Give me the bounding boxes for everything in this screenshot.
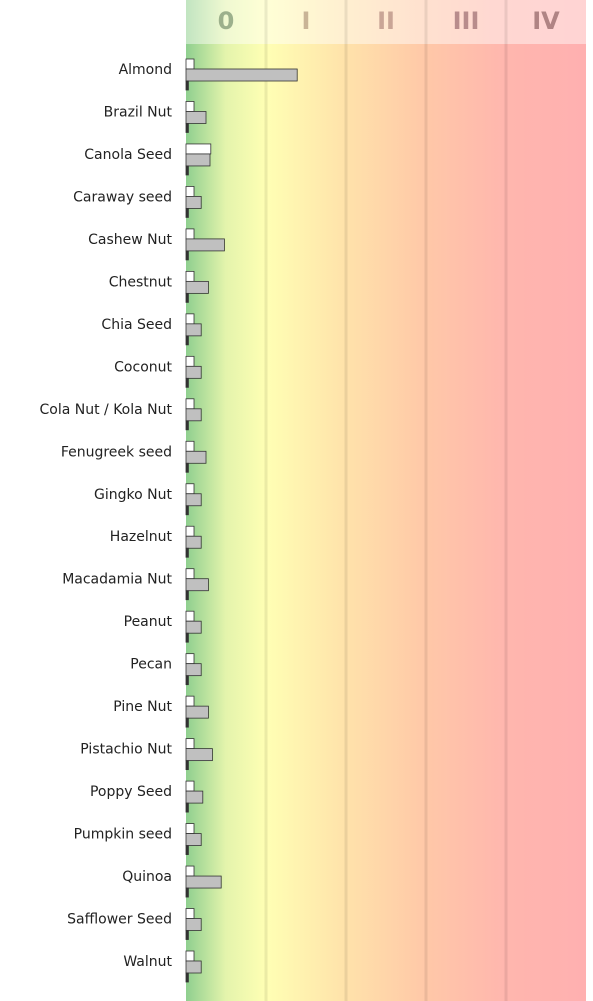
category-label: Hazelnut bbox=[110, 529, 173, 545]
x-tick-label: II bbox=[377, 7, 395, 35]
bar bbox=[185, 705, 209, 719]
bar bbox=[185, 58, 195, 70]
header-band bbox=[186, 0, 586, 44]
bar bbox=[185, 972, 189, 983]
bar bbox=[185, 505, 189, 516]
category-label: Safflower Seed bbox=[67, 912, 172, 928]
bar bbox=[185, 123, 189, 133]
bar bbox=[185, 865, 195, 877]
bar bbox=[185, 887, 189, 898]
bar bbox=[185, 165, 189, 176]
bar bbox=[185, 80, 189, 91]
category-label: Pistachio Nut bbox=[80, 742, 172, 758]
bar bbox=[185, 355, 195, 367]
bar bbox=[185, 610, 195, 622]
bar bbox=[185, 323, 202, 337]
bar bbox=[185, 186, 195, 197]
bar bbox=[185, 960, 202, 974]
category-label: Macadamia Nut bbox=[62, 572, 172, 588]
category-label: Caraway seed bbox=[73, 189, 172, 205]
bar bbox=[185, 663, 202, 677]
bar bbox=[185, 365, 202, 379]
bar bbox=[185, 68, 298, 82]
bar bbox=[185, 930, 189, 940]
bar bbox=[185, 143, 212, 155]
bar bbox=[185, 908, 195, 919]
bar bbox=[185, 398, 195, 410]
bar bbox=[185, 620, 202, 634]
category-label: Pine Nut bbox=[113, 699, 172, 715]
bar bbox=[185, 196, 202, 209]
category-label: Almond bbox=[119, 62, 172, 78]
x-tick-label: III bbox=[453, 7, 480, 35]
bar bbox=[185, 493, 202, 507]
bar bbox=[185, 462, 189, 473]
bar bbox=[185, 790, 204, 804]
category-label: Gingko Nut bbox=[94, 487, 172, 503]
category-label: Cola Nut / Kola Nut bbox=[39, 402, 172, 418]
bar bbox=[185, 590, 189, 601]
bar bbox=[185, 450, 207, 464]
bar bbox=[185, 738, 195, 750]
bar bbox=[185, 408, 202, 422]
x-tick-label: IV bbox=[532, 7, 560, 35]
bar bbox=[185, 748, 213, 762]
bar bbox=[185, 675, 189, 686]
bar bbox=[185, 420, 189, 431]
bar bbox=[185, 228, 195, 240]
category-label: Brazil Nut bbox=[104, 104, 173, 120]
bar bbox=[185, 833, 202, 846]
bar bbox=[185, 377, 189, 388]
category-label: Chia Seed bbox=[101, 317, 172, 333]
bar bbox=[185, 483, 195, 495]
bar bbox=[185, 250, 189, 261]
category-label: Coconut bbox=[114, 359, 172, 375]
bar bbox=[185, 780, 195, 792]
bar bbox=[185, 153, 211, 167]
bar bbox=[185, 802, 189, 813]
bar bbox=[185, 875, 222, 889]
bar bbox=[185, 845, 189, 855]
bar bbox=[185, 335, 189, 346]
x-tick-label: 0 bbox=[218, 7, 235, 35]
bar bbox=[185, 568, 195, 580]
bar bbox=[185, 313, 195, 325]
bar bbox=[185, 717, 189, 728]
category-label: Pumpkin seed bbox=[74, 827, 172, 843]
category-label: Peanut bbox=[124, 614, 173, 630]
category-label: Chestnut bbox=[109, 274, 173, 290]
category-label: Cashew Nut bbox=[88, 232, 172, 248]
bar bbox=[185, 632, 189, 643]
bar bbox=[185, 695, 195, 707]
category-label: Pecan bbox=[130, 657, 172, 673]
bar bbox=[185, 292, 189, 303]
bar bbox=[185, 547, 189, 558]
bar bbox=[185, 535, 202, 549]
bar bbox=[185, 440, 195, 452]
bar bbox=[185, 101, 195, 112]
bar bbox=[185, 823, 195, 834]
category-label: Fenugreek seed bbox=[61, 444, 172, 460]
bar bbox=[185, 238, 225, 252]
bar bbox=[185, 111, 207, 124]
category-label: Walnut bbox=[123, 954, 172, 970]
category-label: Quinoa bbox=[122, 869, 172, 885]
bar bbox=[185, 270, 195, 282]
category-label: Poppy Seed bbox=[90, 784, 172, 800]
bar bbox=[185, 653, 195, 665]
bar bbox=[185, 280, 209, 294]
category-label: Canola Seed bbox=[84, 147, 172, 163]
bar bbox=[185, 525, 195, 537]
bar bbox=[185, 760, 189, 771]
bar bbox=[185, 208, 189, 218]
x-tick-label: I bbox=[302, 7, 311, 35]
bar bbox=[185, 918, 202, 931]
bar bbox=[185, 578, 209, 592]
bar bbox=[185, 950, 195, 962]
plot-background bbox=[186, 0, 586, 1001]
